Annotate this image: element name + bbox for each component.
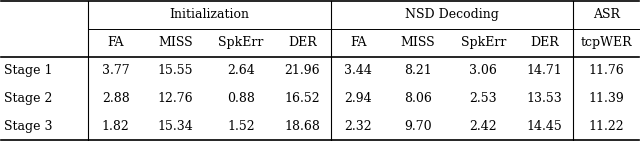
Text: 11.39: 11.39 — [588, 92, 624, 105]
Text: 8.21: 8.21 — [404, 64, 432, 77]
Text: 21.96: 21.96 — [284, 64, 320, 77]
Text: DER: DER — [288, 36, 317, 49]
Text: 2.53: 2.53 — [470, 92, 497, 105]
Text: Stage 3: Stage 3 — [4, 120, 52, 133]
Text: 2.88: 2.88 — [102, 92, 129, 105]
Text: 11.22: 11.22 — [588, 120, 624, 133]
Text: 2.64: 2.64 — [227, 64, 255, 77]
Text: 14.71: 14.71 — [527, 64, 563, 77]
Text: 1.52: 1.52 — [227, 120, 255, 133]
Text: 0.88: 0.88 — [227, 92, 255, 105]
Text: 15.55: 15.55 — [157, 64, 193, 77]
Text: FA: FA — [350, 36, 366, 49]
Text: 11.76: 11.76 — [588, 64, 624, 77]
Text: 15.34: 15.34 — [157, 120, 193, 133]
Text: 13.53: 13.53 — [527, 92, 563, 105]
Text: 2.42: 2.42 — [470, 120, 497, 133]
Text: 3.44: 3.44 — [344, 64, 372, 77]
Text: 1.82: 1.82 — [102, 120, 129, 133]
Text: 3.06: 3.06 — [469, 64, 497, 77]
Text: Initialization: Initialization — [170, 8, 250, 21]
Text: ASR: ASR — [593, 8, 620, 21]
Text: 12.76: 12.76 — [157, 92, 193, 105]
Text: 2.32: 2.32 — [344, 120, 372, 133]
Text: 16.52: 16.52 — [284, 92, 320, 105]
Text: 8.06: 8.06 — [404, 92, 432, 105]
Text: MISS: MISS — [401, 36, 435, 49]
Text: Stage 1: Stage 1 — [4, 64, 52, 77]
Text: 3.77: 3.77 — [102, 64, 129, 77]
Text: tcpWER: tcpWER — [580, 36, 632, 49]
Text: FA: FA — [108, 36, 124, 49]
Text: 9.70: 9.70 — [404, 120, 432, 133]
Text: NSD Decoding: NSD Decoding — [405, 8, 499, 21]
Text: SpkErr: SpkErr — [461, 36, 506, 49]
Text: DER: DER — [531, 36, 559, 49]
Text: 14.45: 14.45 — [527, 120, 563, 133]
Text: SpkErr: SpkErr — [218, 36, 264, 49]
Text: MISS: MISS — [158, 36, 193, 49]
Text: 18.68: 18.68 — [284, 120, 320, 133]
Text: Stage 2: Stage 2 — [4, 92, 52, 105]
Text: 2.94: 2.94 — [344, 92, 372, 105]
